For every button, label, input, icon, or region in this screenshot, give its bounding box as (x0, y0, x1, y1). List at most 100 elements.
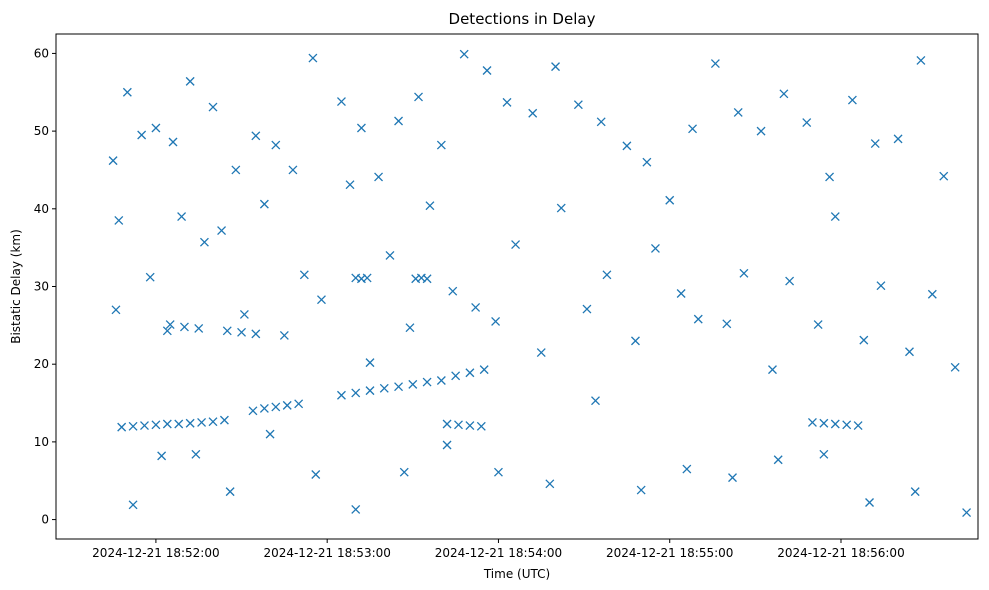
data-point (379, 383, 389, 393)
data-point (502, 97, 512, 107)
data-point (311, 470, 321, 479)
data-point (128, 500, 138, 510)
data-point (693, 314, 703, 324)
data-point (865, 498, 874, 507)
data-point (622, 141, 632, 151)
data-point (459, 49, 469, 59)
data-point (819, 449, 829, 459)
data-point (842, 420, 852, 430)
data-point (511, 240, 521, 250)
data-point (168, 137, 178, 147)
data-point (422, 377, 432, 387)
data-point (756, 126, 766, 136)
data-point (185, 76, 195, 86)
data-point (222, 326, 232, 336)
data-point (682, 464, 692, 474)
data-point (174, 419, 184, 429)
data-point (177, 212, 187, 222)
data-point (271, 140, 281, 150)
data-point (479, 365, 489, 375)
data-point (536, 348, 546, 357)
data-point (591, 396, 600, 406)
data-point (394, 116, 403, 126)
data-point (122, 87, 132, 97)
data-point (151, 420, 161, 430)
data-point (739, 268, 749, 278)
data-point (251, 131, 261, 141)
y-tick-label: 10 (34, 435, 49, 449)
data-point (710, 59, 720, 68)
data-point (813, 320, 823, 330)
data-point (436, 376, 446, 385)
data-point (893, 134, 903, 144)
data-point (482, 66, 492, 75)
chart-title: Detections in Delay (449, 10, 596, 28)
data-point (465, 368, 475, 378)
data-point (217, 226, 227, 236)
data-point (194, 323, 204, 333)
y-tick-label: 60 (34, 46, 49, 60)
data-point (802, 118, 812, 128)
data-points (108, 49, 972, 518)
data-point (528, 108, 538, 118)
data-point (602, 270, 612, 280)
data-point (768, 365, 777, 375)
data-point (939, 171, 949, 181)
data-point (271, 402, 281, 412)
data-point (394, 382, 403, 392)
data-point (145, 272, 155, 282)
data-point (231, 165, 241, 175)
data-point (631, 336, 640, 346)
data-point (405, 323, 415, 333)
x-tick-label: 2024-12-21 18:54:00 (435, 546, 562, 560)
data-point (436, 140, 446, 150)
data-point (773, 455, 783, 465)
data-point (365, 386, 375, 396)
data-point (870, 139, 880, 149)
data-point (733, 108, 743, 117)
data-point (237, 327, 247, 337)
data-point (665, 195, 675, 205)
data-point (199, 237, 209, 247)
data-point (345, 180, 355, 190)
data-point (385, 250, 395, 260)
data-point (299, 270, 309, 280)
x-tick-label: 2024-12-21 18:52:00 (92, 546, 219, 560)
x-tick-label: 2024-12-21 18:56:00 (777, 546, 904, 560)
data-point (408, 379, 418, 389)
data-point (582, 304, 592, 314)
data-point (442, 419, 452, 429)
data-point (853, 421, 863, 431)
data-point (239, 310, 249, 319)
data-point (248, 406, 258, 416)
y-tick-label: 0 (41, 513, 49, 527)
data-point (819, 418, 829, 428)
data-point (830, 419, 840, 429)
data-point (225, 487, 235, 497)
data-point (962, 508, 972, 518)
data-point (251, 329, 261, 339)
data-point (259, 199, 269, 209)
data-point (876, 281, 886, 291)
data-point (491, 317, 501, 326)
y-tick-label: 20 (34, 357, 49, 371)
data-point (676, 289, 686, 298)
data-point (317, 295, 326, 305)
data-point (288, 165, 298, 175)
y-axis-label: Bistatic Delay (km) (9, 229, 23, 344)
data-point (336, 390, 346, 400)
data-point (356, 123, 366, 133)
data-point (636, 485, 646, 495)
data-point (596, 117, 606, 127)
data-point (825, 172, 835, 182)
data-point (117, 422, 127, 432)
data-point (137, 130, 147, 140)
data-point (910, 487, 920, 497)
data-point (197, 418, 207, 427)
data-point (362, 273, 372, 283)
data-point (308, 53, 318, 63)
data-point (454, 420, 463, 430)
data-point (545, 479, 555, 489)
data-point (265, 429, 275, 439)
data-point (950, 362, 960, 372)
